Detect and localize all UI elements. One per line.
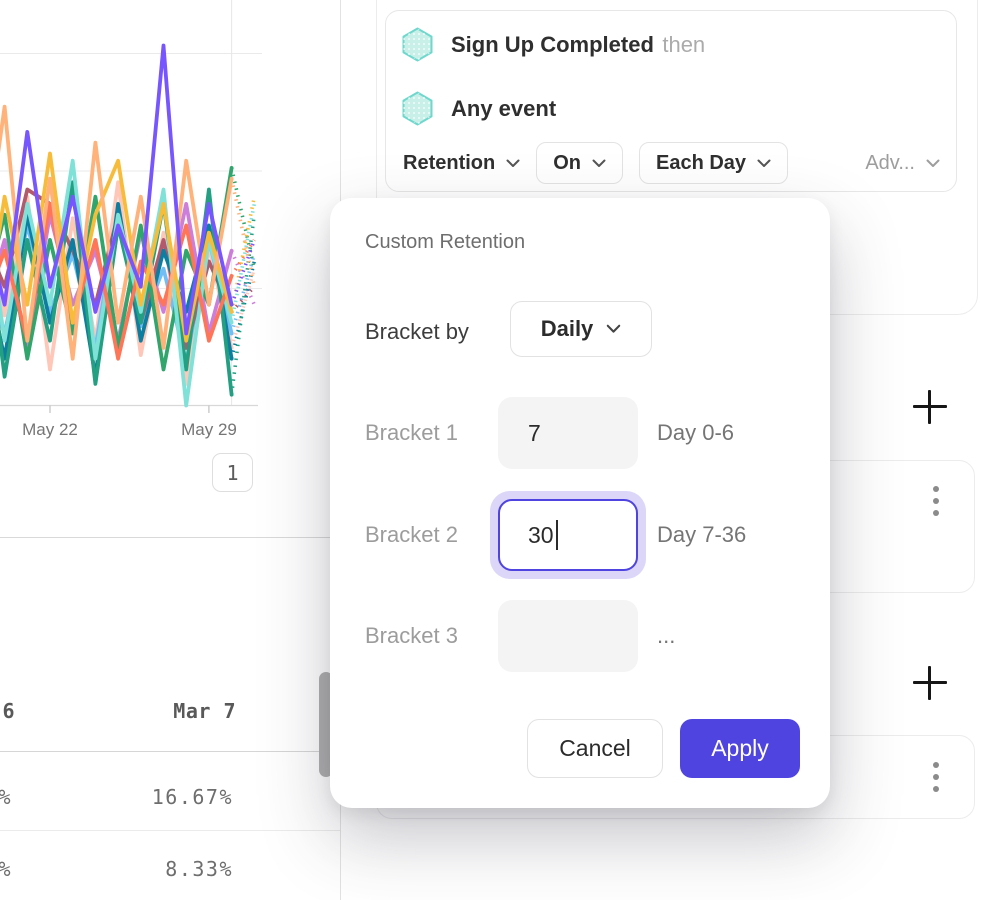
scrollbar-thumb[interactable]: [319, 672, 333, 777]
event-step-row[interactable]: Sign Up Completed then: [402, 27, 705, 62]
bracket-1-input[interactable]: 7: [498, 397, 638, 469]
apply-button[interactable]: Apply: [680, 719, 800, 778]
chevron-down-icon: [607, 324, 621, 333]
plus-icon: [913, 681, 947, 684]
event-name[interactable]: Any event: [451, 95, 557, 121]
bracket-2-input[interactable]: 30: [498, 499, 638, 571]
query-controls-row: Retention On Each Day Adv...: [403, 142, 940, 184]
bracket-by-label: Bracket by: [365, 319, 469, 344]
chevron-down-icon: [506, 159, 520, 167]
custom-retention-modal: Custom Retention Bracket by Daily Bracke…: [330, 198, 830, 808]
modal-title: Custom Retention: [365, 231, 526, 253]
pagination-page-button[interactable]: 1: [212, 453, 253, 492]
table-header-cell: Mar 7: [173, 699, 236, 723]
on-dropdown[interactable]: On: [536, 142, 623, 184]
bracket-2-value: 30: [528, 521, 554, 548]
bracket-3-range: ...: [657, 623, 676, 648]
bracket-3-input[interactable]: [498, 600, 638, 672]
chevron-down-icon: [757, 159, 771, 167]
table-cell: %: [0, 855, 12, 883]
bracket-1-range: Day 0-6: [657, 420, 735, 445]
kebab-menu-button[interactable]: [923, 754, 949, 800]
x-axis-tick-label: May 29: [181, 420, 237, 439]
kebab-menu-button[interactable]: [923, 478, 949, 524]
event-step-row[interactable]: Any event: [402, 91, 556, 126]
step-connector: then: [662, 31, 706, 57]
chevron-down-icon: [926, 159, 940, 167]
add-metric-button[interactable]: [908, 661, 952, 705]
table-cell: 8.33%: [165, 857, 233, 881]
bracket-1-value: 7: [528, 419, 541, 446]
advanced-dropdown-label: Adv...: [865, 151, 915, 174]
measurement-dropdown-label: Retention: [403, 151, 496, 174]
bracket-2-label: Bracket 2: [365, 522, 458, 547]
chevron-down-icon: [592, 159, 606, 167]
bracket-by-dropdown-value: Daily: [540, 316, 594, 341]
retention-chart-panel: May 22 May 29 1: [0, 0, 341, 537]
table-cell: 16.67%: [151, 785, 233, 809]
table-row-divider: [0, 830, 341, 831]
section-divider: [0, 537, 341, 538]
interval-dropdown[interactable]: Each Day: [639, 142, 789, 184]
add-metric-button[interactable]: [908, 385, 952, 429]
advanced-dropdown[interactable]: Adv...: [865, 152, 940, 175]
bracket-1-label: Bracket 1: [365, 420, 458, 445]
bracket-3-label: Bracket 3: [365, 623, 458, 648]
table-header-divider: [0, 751, 341, 752]
bracket-by-dropdown[interactable]: Daily: [510, 301, 652, 357]
hexagon-icon: [402, 27, 433, 62]
event-name[interactable]: Sign Up Completed: [451, 31, 654, 57]
plus-icon: [913, 405, 947, 408]
measurement-dropdown[interactable]: Retention: [403, 152, 520, 175]
table-header-cell: 6: [2, 699, 15, 723]
bracket-2-range: Day 7-36: [657, 522, 747, 547]
interval-dropdown-label: Each Day: [656, 151, 747, 174]
table-cell: %: [0, 783, 12, 811]
text-cursor: [555, 520, 558, 550]
cancel-button[interactable]: Cancel: [527, 719, 663, 778]
on-dropdown-label: On: [553, 151, 581, 174]
retention-chart: [0, 0, 262, 413]
hexagon-icon: [402, 91, 433, 126]
x-axis-tick-label: May 22: [22, 420, 78, 439]
